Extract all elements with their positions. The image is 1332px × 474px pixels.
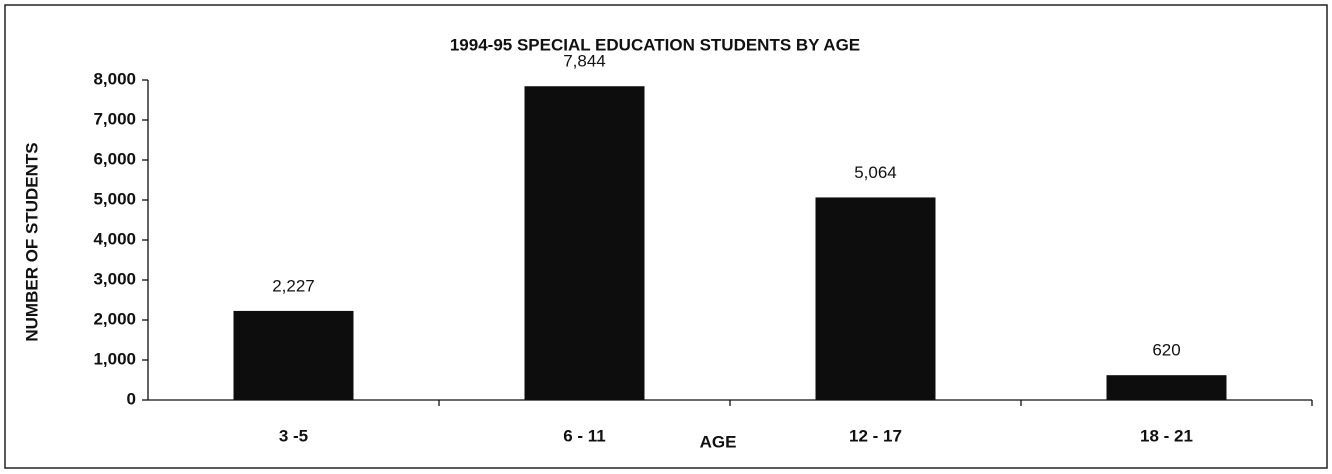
y-tick-label: 3,000 <box>93 269 136 288</box>
bar <box>815 197 936 400</box>
y-tick-label: 5,000 <box>93 189 136 208</box>
y-axis-label: NUMBER OF STUDENTS <box>22 142 41 341</box>
x-tick-label: 6 - 11 <box>563 426 606 445</box>
y-tick-label: 0 <box>127 389 136 408</box>
bar <box>233 310 354 400</box>
chart-frame <box>4 4 1328 469</box>
value-label: 7,844 <box>563 52 606 71</box>
y-tick-label: 6,000 <box>93 149 136 168</box>
y-tick-label: 8,000 <box>93 69 136 88</box>
chart-title: 1994-95 SPECIAL EDUCATION STUDENTS BY AG… <box>450 35 860 54</box>
y-tick-label: 7,000 <box>93 109 136 128</box>
y-tick-label: 2,000 <box>93 309 136 328</box>
bar <box>1106 375 1227 400</box>
value-label: 5,064 <box>854 163 897 182</box>
y-tick-label: 1,000 <box>93 349 136 368</box>
bar <box>524 86 645 401</box>
y-tick-label: 4,000 <box>93 229 136 248</box>
x-tick-label: 3 -5 <box>279 426 308 445</box>
value-label: 2,227 <box>272 276 315 295</box>
x-axis-label: AGE <box>700 432 737 451</box>
x-tick-label: 18 - 21 <box>1140 426 1193 445</box>
value-label: 620 <box>1152 341 1180 360</box>
x-tick-label: 12 - 17 <box>849 426 902 445</box>
